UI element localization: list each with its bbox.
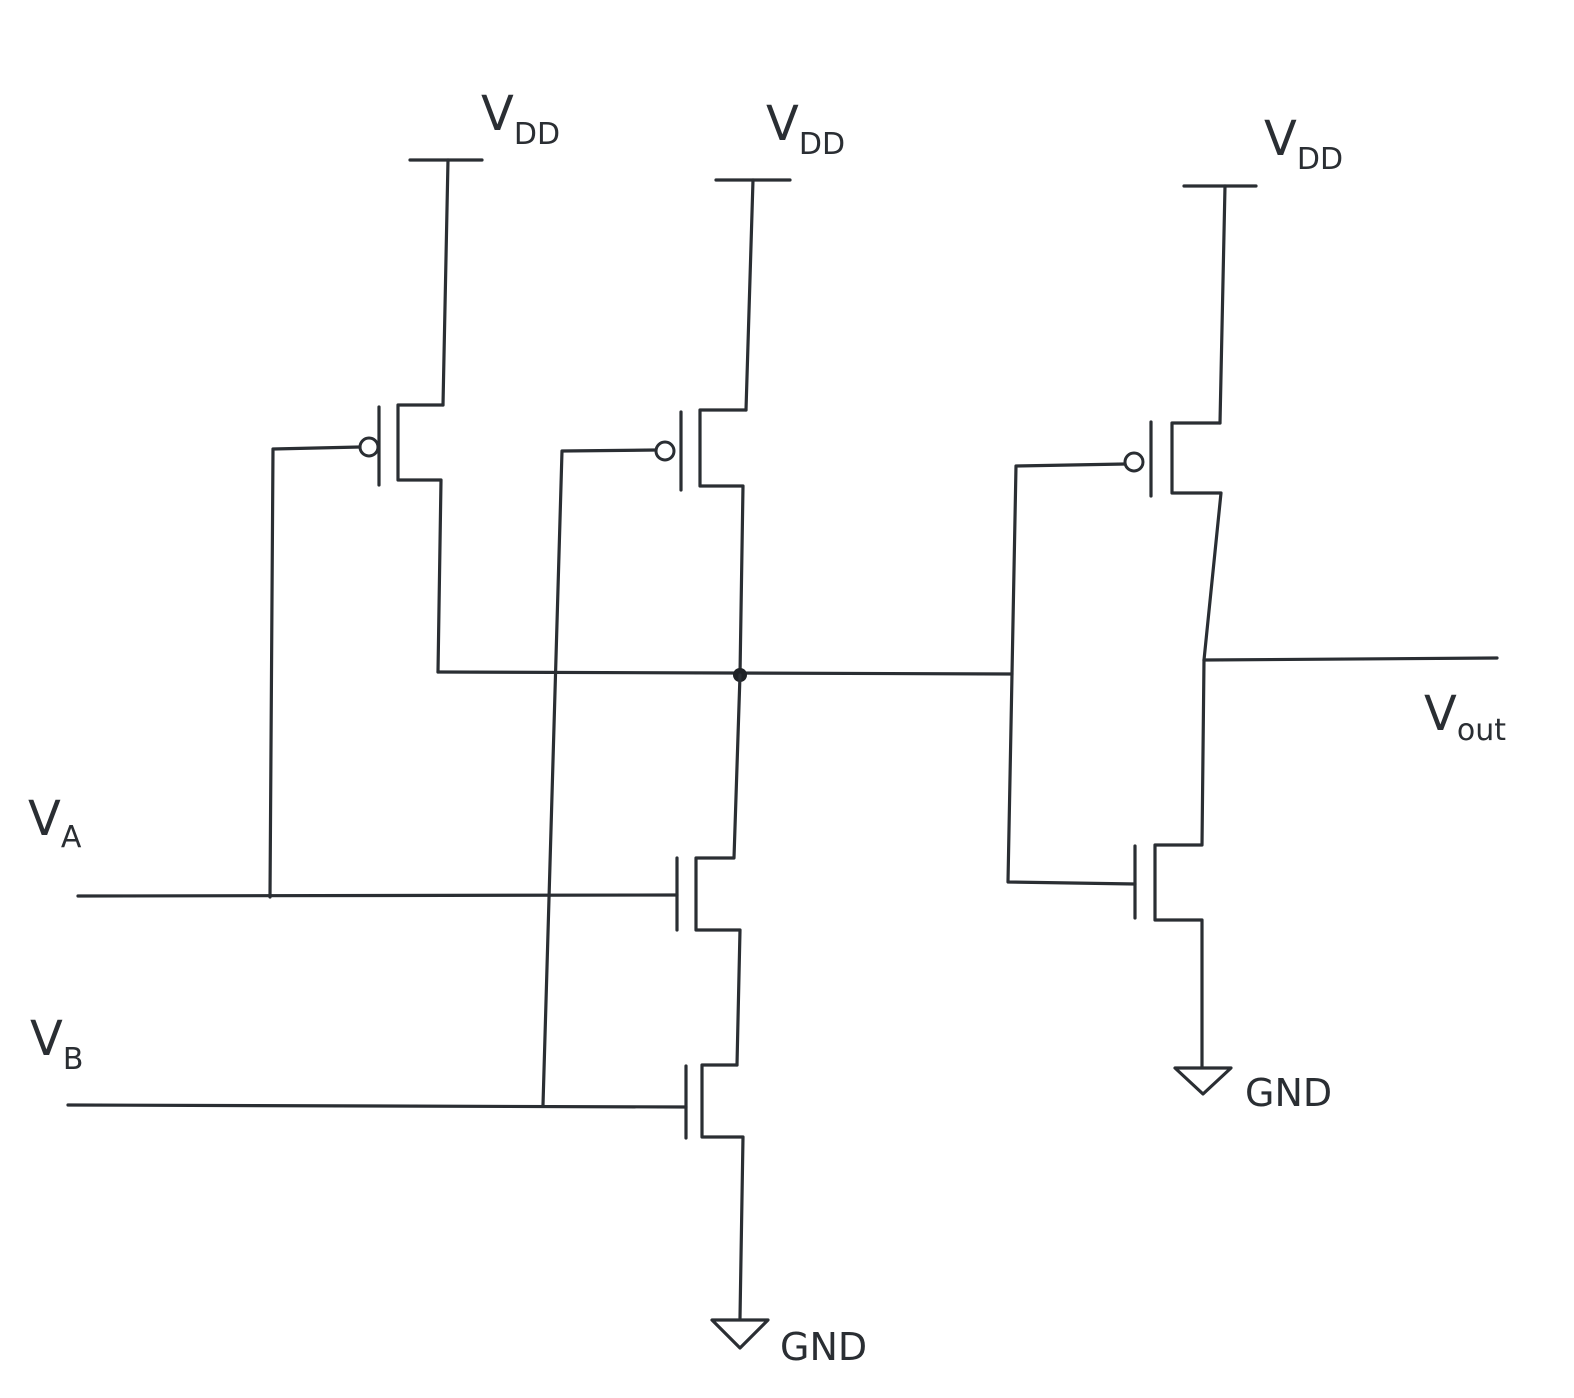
pmos-transistor-3: [1006, 420, 1223, 886]
nmos-transistor-2: [684, 1063, 745, 1320]
vdd-label-1: VDD: [481, 86, 560, 152]
vdd-label-3: VDD: [1264, 111, 1343, 177]
output-wire: [1202, 656, 1499, 662]
nmos-transistor-3: [1133, 658, 1206, 1069]
vdd-label-2: VDD: [766, 96, 845, 162]
input-wire-b: [66, 1103, 688, 1109]
output-label: Vout: [1424, 686, 1506, 748]
input-wire-a: [76, 893, 679, 898]
ground-symbol-2: [1173, 1066, 1233, 1096]
pmos-transistor-1: [268, 403, 445, 899]
vdd-rail-3: [1182, 184, 1258, 425]
input-label-b: VB: [30, 1011, 83, 1077]
gnd-label-1: GND: [780, 1325, 867, 1369]
intermediate-node-wire: [436, 668, 1014, 682]
input-label-a: VA: [28, 791, 82, 855]
nmos-transistor-1: [675, 673, 742, 1067]
vdd-rail-1: [408, 158, 484, 407]
vdd-rail-2: [714, 178, 792, 412]
ground-symbol-1: [710, 1318, 770, 1350]
pmos-transistor-2: [541, 408, 748, 1107]
gnd-label-2: GND: [1245, 1071, 1332, 1115]
